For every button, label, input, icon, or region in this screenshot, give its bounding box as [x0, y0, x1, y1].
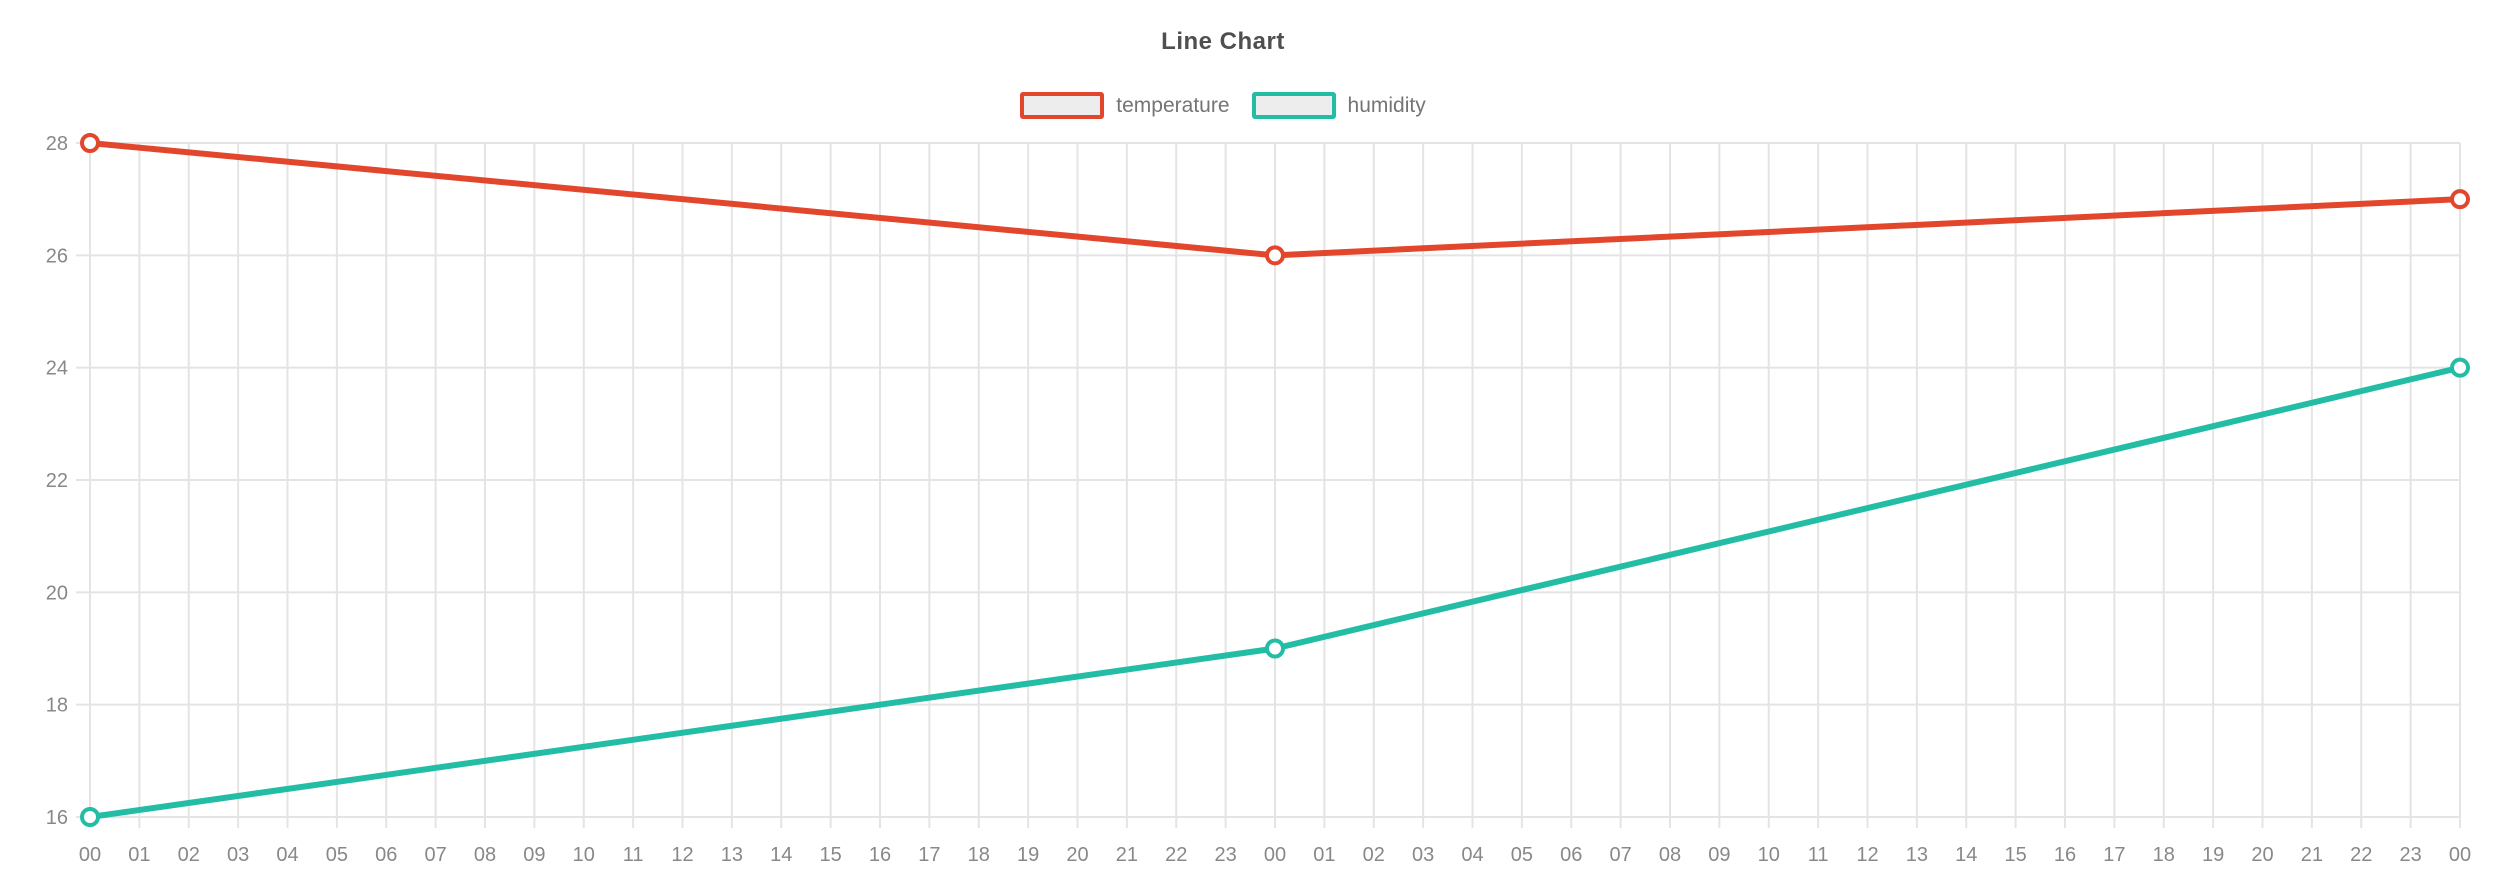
x-axis-tick-label: 14 — [770, 844, 792, 866]
temperature-point — [2450, 189, 2470, 210]
x-axis-tick-label: 16 — [869, 844, 891, 866]
x-axis-tick-label: 08 — [474, 844, 496, 866]
x-axis-tick-label: 09 — [523, 844, 545, 866]
x-axis-tick-label: 18 — [2153, 844, 2175, 866]
x-axis-tick-label: 08 — [1659, 844, 1681, 866]
x-axis-tick-label: 00 — [2449, 844, 2471, 866]
x-axis-tick-label: 06 — [375, 844, 397, 866]
y-axis-tick-label: 26 — [46, 245, 68, 267]
x-axis-tick-label: 03 — [227, 844, 249, 866]
x-axis-tick-label: 06 — [1560, 844, 1582, 866]
x-axis-tick-label: 17 — [918, 844, 940, 866]
x-axis-tick-label: 12 — [671, 844, 693, 866]
legend-label: temperature — [1116, 93, 1230, 117]
chart-title: Line Chart — [1161, 28, 1285, 55]
x-axis-tick-label: 19 — [1017, 844, 1039, 866]
x-axis-tick-label: 17 — [2103, 844, 2125, 866]
x-axis-tick-label: 01 — [1313, 844, 1335, 866]
y-axis-tick-label: 22 — [46, 470, 68, 492]
y-axis-tick-label: 24 — [46, 358, 68, 380]
x-axis-tick-label: 13 — [721, 844, 743, 866]
x-axis-tick-label: 16 — [2054, 844, 2076, 866]
y-axis-tick-label: 28 — [46, 133, 68, 155]
x-axis-tick-label: 02 — [1363, 844, 1385, 866]
x-axis-tick-label: 18 — [968, 844, 990, 866]
x-axis-tick-label: 20 — [2251, 844, 2273, 866]
x-axis-tick-label: 15 — [2005, 844, 2027, 866]
legend: temperature humidity — [0, 92, 2446, 119]
x-axis-tick-label: 11 — [623, 844, 644, 866]
legend-swatch-humidity — [1251, 92, 1336, 119]
x-axis-tick-label: 05 — [1511, 844, 1533, 866]
x-axis-tick-label: 23 — [1215, 844, 1237, 866]
temperature-point — [1265, 245, 1285, 266]
x-axis-tick-label: 11 — [1808, 844, 1829, 866]
x-axis-tick-label: 21 — [2301, 844, 2323, 866]
x-axis-tick-label: 07 — [425, 844, 447, 866]
legend-item-temperature[interactable]: temperature — [1020, 92, 1230, 119]
x-axis-tick-label: 00 — [79, 844, 101, 866]
x-axis-tick-label: 04 — [276, 844, 298, 866]
y-axis-tick-label: 20 — [46, 582, 68, 604]
x-axis-tick-label: 02 — [178, 844, 200, 866]
temperature-point — [80, 133, 100, 153]
x-axis-tick-label: 01 — [128, 844, 150, 866]
legend-label: humidity — [1347, 93, 1426, 117]
legend-item-humidity[interactable]: humidity — [1251, 92, 1426, 119]
x-axis-tick-label: 13 — [1906, 844, 1928, 866]
y-axis-tick-label: 18 — [46, 695, 68, 717]
legend-swatch-temperature — [1020, 92, 1105, 119]
x-axis-tick-label: 19 — [2202, 844, 2224, 866]
x-axis-tick-label: 03 — [1412, 844, 1434, 866]
x-axis-tick-label: 21 — [1116, 844, 1138, 866]
x-axis-tick-label: 15 — [820, 844, 842, 866]
humidity-point — [80, 807, 100, 827]
x-axis-tick-label: 20 — [1066, 844, 1088, 866]
y-axis-tick-label: 16 — [46, 807, 68, 829]
x-axis-tick-label: 22 — [1165, 844, 1187, 866]
x-axis-tick-label: 04 — [1461, 844, 1483, 866]
x-axis-tick-label: 14 — [1955, 844, 1977, 866]
x-axis-tick-label: 09 — [1708, 844, 1730, 866]
x-axis-tick-label: 00 — [1264, 844, 1286, 866]
humidity-point — [1265, 638, 1285, 659]
x-axis-tick-label: 23 — [2400, 844, 2422, 866]
x-axis-tick-label: 12 — [1856, 844, 1878, 866]
x-axis-tick-label: 10 — [1758, 844, 1780, 866]
x-axis-tick-label: 05 — [326, 844, 348, 866]
x-axis-tick-label: 10 — [573, 844, 595, 866]
x-axis-tick-label: 07 — [1610, 844, 1632, 866]
x-axis-tick-label: 22 — [2350, 844, 2372, 866]
humidity-point — [2450, 357, 2470, 378]
